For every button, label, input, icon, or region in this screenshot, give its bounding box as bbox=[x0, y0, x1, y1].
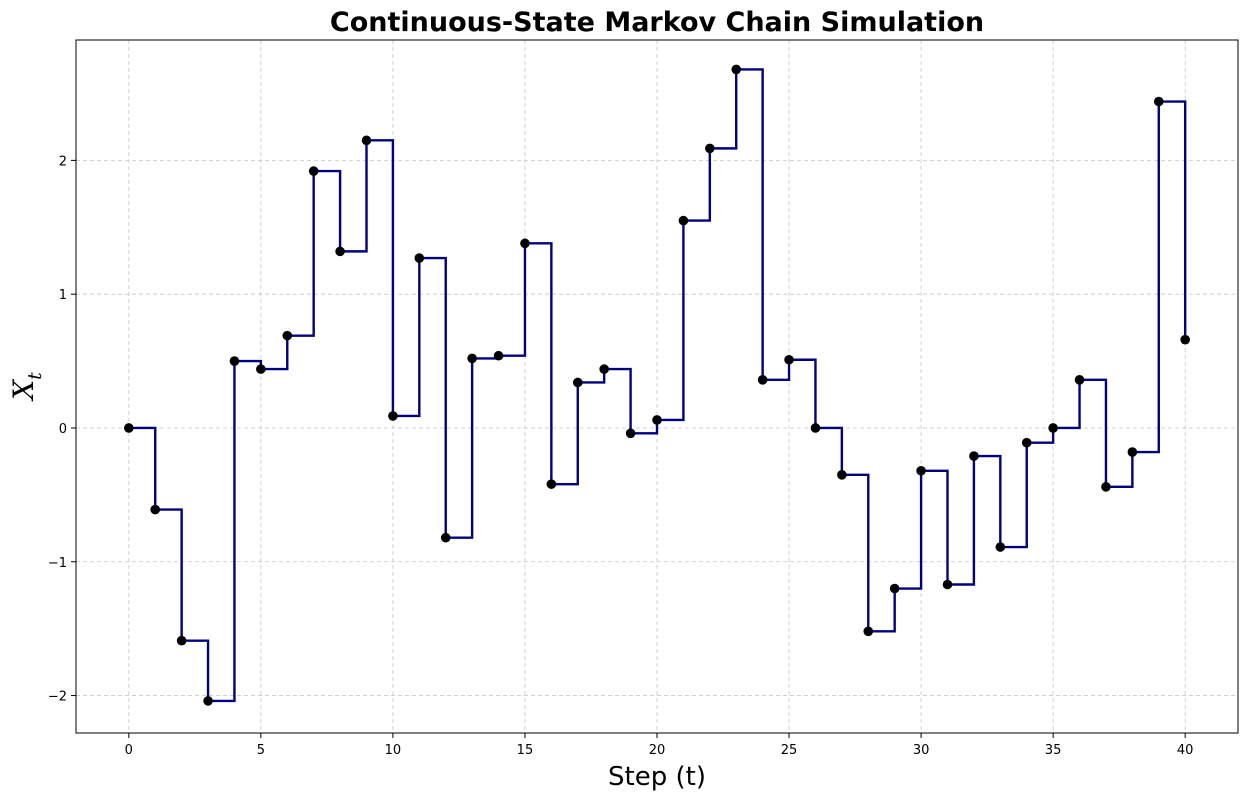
y-tick-label: −2 bbox=[48, 690, 67, 705]
y-axis-label-main: X bbox=[7, 379, 40, 402]
data-point bbox=[546, 479, 557, 489]
y-axis-label-sub: t bbox=[24, 372, 46, 380]
x-tick-label: 35 bbox=[1045, 743, 1062, 758]
x-axis-label: Step (t) bbox=[608, 762, 706, 792]
data-point bbox=[440, 532, 451, 543]
data-point bbox=[229, 356, 240, 366]
data-point bbox=[1048, 423, 1058, 433]
data-point bbox=[361, 135, 372, 146]
data-point bbox=[308, 166, 319, 176]
data-point bbox=[176, 635, 187, 646]
x-tick-label: 0 bbox=[125, 743, 133, 758]
grid bbox=[76, 40, 1238, 733]
data-point bbox=[256, 364, 266, 374]
x-tick-label: 25 bbox=[781, 743, 798, 758]
data-point bbox=[1180, 334, 1190, 345]
x-tick-label: 40 bbox=[1177, 743, 1194, 758]
chart-title: Continuous-State Markov Chain Simulation bbox=[330, 7, 984, 38]
data-point bbox=[837, 469, 847, 480]
y-tick-label: 2 bbox=[59, 154, 67, 169]
data-point bbox=[784, 354, 794, 365]
data-point bbox=[889, 583, 900, 594]
data-point bbox=[1127, 447, 1138, 457]
y-axis-label: Xt bbox=[7, 372, 46, 402]
data-point bbox=[467, 353, 477, 364]
data-point bbox=[1074, 375, 1085, 385]
data-point bbox=[335, 246, 345, 257]
data-point bbox=[282, 330, 293, 341]
data-point bbox=[572, 377, 583, 388]
series-points bbox=[124, 64, 1190, 706]
data-point bbox=[731, 64, 742, 75]
x-tick-label: 20 bbox=[649, 743, 666, 758]
x-tick-label: 30 bbox=[913, 743, 930, 758]
data-point bbox=[493, 350, 504, 361]
data-point bbox=[124, 423, 134, 433]
y-tick-label: 1 bbox=[59, 288, 67, 303]
data-point bbox=[757, 375, 768, 385]
x-tick-label: 10 bbox=[385, 743, 402, 758]
y-tick-label: 0 bbox=[59, 422, 67, 437]
data-point bbox=[414, 253, 425, 263]
data-point bbox=[995, 542, 1006, 552]
data-point bbox=[625, 428, 636, 439]
data-point bbox=[705, 143, 715, 154]
data-point bbox=[1101, 482, 1111, 492]
data-point bbox=[969, 451, 979, 461]
data-point bbox=[942, 579, 953, 590]
data-point bbox=[863, 626, 874, 637]
data-point bbox=[652, 415, 662, 425]
data-point bbox=[1153, 96, 1164, 107]
data-point bbox=[388, 411, 398, 421]
data-point bbox=[678, 215, 689, 226]
data-point bbox=[810, 423, 821, 433]
svg-text:Xt: Xt bbox=[7, 372, 46, 402]
data-point bbox=[150, 504, 161, 515]
x-tick-label: 15 bbox=[517, 743, 534, 758]
data-point bbox=[203, 696, 213, 706]
data-point bbox=[916, 465, 926, 476]
x-tick-label: 5 bbox=[257, 743, 265, 758]
ticks: 0 5 10 15 20 25 30 35 40 −2 −1 0 1 2 bbox=[48, 154, 1194, 758]
data-point bbox=[520, 238, 530, 249]
y-tick-label: −1 bbox=[48, 556, 67, 571]
data-point bbox=[1021, 437, 1032, 448]
data-point bbox=[599, 364, 609, 374]
